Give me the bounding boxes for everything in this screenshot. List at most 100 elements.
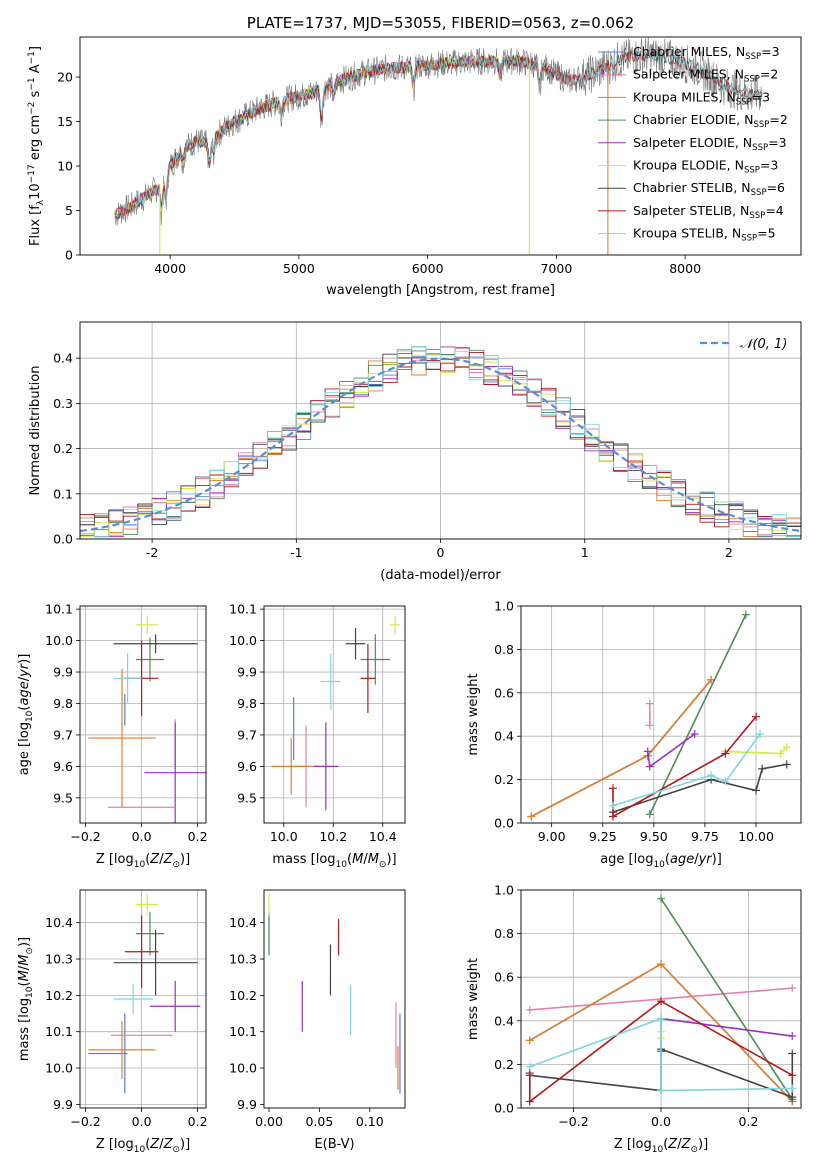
- y-tick-label: 10.1: [45, 602, 73, 617]
- y-tick-label: 10.0: [45, 1061, 73, 1076]
- legend-entry: Kroupa STELIB, NSSP=5: [633, 226, 776, 244]
- x-tick-label: 0.2: [739, 1114, 759, 1129]
- y-tick-label: 9.7: [237, 727, 257, 742]
- axes-frame: [520, 605, 802, 824]
- x-tick-label: 0: [437, 545, 445, 560]
- legend-entry: Salpeter STELIB, NSSP=4: [633, 203, 784, 221]
- y-tick-label: 5: [65, 203, 73, 218]
- y-tick-label: 10.1: [229, 1024, 257, 1039]
- y-axis-label: Flux [fλ10−17 erg cm−2 s−1 A−1]: [27, 46, 46, 246]
- y-tick-label: 0.3: [53, 396, 73, 411]
- legend: Chabrier MILES, NSSP=3 Salpeter MILES, NS…: [598, 44, 788, 244]
- y-tick-label: 10.4: [45, 915, 73, 930]
- y-tick-label: 1.0: [494, 883, 514, 898]
- x-tick-label: 4000: [154, 261, 186, 276]
- y-tick-label: 0.6: [494, 970, 514, 985]
- y-axis-label: mass weight: [466, 958, 481, 1040]
- y-tick-label: 9.7: [53, 727, 73, 742]
- mass_vs_ebv-panel: 0.00 0.05 0.10 9.9 10.0 10.1 10.2 10.3 10.4 E(B-V…: [229, 889, 406, 1152]
- y-tick-label: 0.8: [494, 926, 514, 941]
- x-tick-label: 10.4: [369, 829, 397, 844]
- x-tick-label: 9.00: [538, 829, 566, 844]
- y-tick-label: 10: [57, 159, 73, 174]
- weight-series: [649, 614, 747, 815]
- x-tick-label: 0.00: [255, 1114, 283, 1129]
- weight-series: [529, 1000, 793, 1104]
- legend-entry: Chabrier MILES, NSSP=3: [633, 44, 780, 62]
- y-tick-label: 9.6: [53, 759, 73, 774]
- axes-frame: [263, 889, 406, 1109]
- x-tick-label: 9.75: [691, 829, 719, 844]
- y-tick-label: 10.3: [45, 952, 73, 967]
- y-tick-label: 10.2: [45, 988, 73, 1003]
- y-tick-label: 15: [57, 114, 73, 129]
- y-axis-label: Normed distribution: [28, 366, 43, 496]
- x-tick-label: −0.2: [558, 1114, 588, 1129]
- x-axis-label: age [log10(age/yr)]: [600, 852, 722, 870]
- x-tick-label: -1: [290, 545, 302, 560]
- legend-entry: Chabrier STELIB, NSSP=6: [633, 180, 785, 198]
- y-tick-label: 10.3: [229, 952, 257, 967]
- y-tick-label: 10.1: [229, 602, 257, 617]
- x-tick-label: 0.10: [356, 1114, 384, 1129]
- x-tick-label: 0.2: [188, 1114, 208, 1129]
- weight_vs_age-panel: 9.00 9.25 9.50 9.75 10.00 0.0 0.2 0.4 0.6 0.8 1.0 a…: [466, 599, 802, 870]
- x-tick-label: 0.0: [132, 1114, 152, 1129]
- x-tick-label: −0.2: [70, 1114, 100, 1129]
- y-tick-label: 0.0: [494, 1101, 514, 1116]
- y-tick-label: 0.6: [494, 685, 514, 700]
- axes-frame: [79, 321, 802, 540]
- x-tick-label: 2: [725, 545, 733, 560]
- model-spectrum: [114, 54, 530, 219]
- weight-series: [530, 679, 712, 818]
- y-tick-label: 10.0: [229, 1061, 257, 1076]
- legend-entry: Salpeter MILES, NSSP=2: [633, 67, 778, 85]
- y-tick-label: 1.0: [494, 599, 514, 614]
- x-tick-label: 10.00: [738, 829, 774, 844]
- x-axis-label: Z [log10(Z/Z⊙)]: [96, 1137, 190, 1155]
- model-spectrum: [114, 53, 531, 219]
- model-spectrum: [114, 50, 762, 216]
- y-tick-label: 10.0: [229, 633, 257, 648]
- y-tick-label: 10.4: [229, 915, 257, 930]
- x-tick-label: 0.0: [132, 829, 152, 844]
- y-tick-label: 9.8: [53, 696, 73, 711]
- y-tick-label: 10.2: [229, 988, 257, 1003]
- x-tick-label: -2: [146, 545, 158, 560]
- x-axis-label: (data-model)/error: [380, 568, 501, 583]
- gaussian-curve: [79, 357, 802, 533]
- y-tick-label: 0: [65, 248, 73, 263]
- chart-title: PLATE=1737, MJD=53055, FIBERID=0563, z=0…: [247, 14, 634, 32]
- spectrum-panel: PLATE=1737, MJD=53055, FIBERID=0563, z=0…: [27, 14, 802, 298]
- y-tick-label: 10.1: [45, 1024, 73, 1039]
- x-axis-label: wavelength [Angstrom, rest frame]: [326, 283, 555, 298]
- y-tick-label: 9.5: [53, 790, 73, 805]
- x-tick-label: 10.2: [319, 829, 347, 844]
- y-tick-label: 0.0: [494, 816, 514, 831]
- y-tick-label: 0.8: [494, 642, 514, 657]
- legend-entry: Salpeter ELODIE, NSSP=3: [633, 135, 787, 153]
- x-tick-label: 7000: [540, 261, 572, 276]
- legend-entry: 𝒩(0, 1): [740, 337, 787, 352]
- weight-series: [612, 763, 787, 813]
- weight-series: [660, 898, 793, 1100]
- x-tick-label: 5000: [283, 261, 315, 276]
- axes-frame: [520, 889, 802, 1109]
- legend-entry: Chabrier ELODIE, NSSP=2: [633, 112, 788, 130]
- weight-series: [646, 733, 696, 769]
- x-tick-label: −0.2: [70, 829, 100, 844]
- y-tick-label: 0.2: [494, 1057, 514, 1072]
- y-tick-label: 9.9: [53, 665, 73, 680]
- y-tick-label: 20: [57, 70, 73, 85]
- weight-series: [612, 716, 757, 818]
- y-tick-label: 0.2: [494, 772, 514, 787]
- y-tick-label: 10.0: [45, 633, 73, 648]
- x-tick-label: 1: [581, 545, 589, 560]
- x-tick-label: 10.0: [270, 829, 298, 844]
- y-tick-label: 0.4: [53, 351, 73, 366]
- age_vs_mass-panel: 10.0 10.2 10.4 9.5 9.6 9.7 9.8 9.9 10.0 10.1 mass …: [229, 602, 406, 870]
- legend-entry: Kroupa MILES, NSSP=3: [633, 89, 770, 107]
- y-tick-label: 0.0: [53, 532, 73, 547]
- y-axis-label: age [log10(age/yr)]: [17, 654, 35, 776]
